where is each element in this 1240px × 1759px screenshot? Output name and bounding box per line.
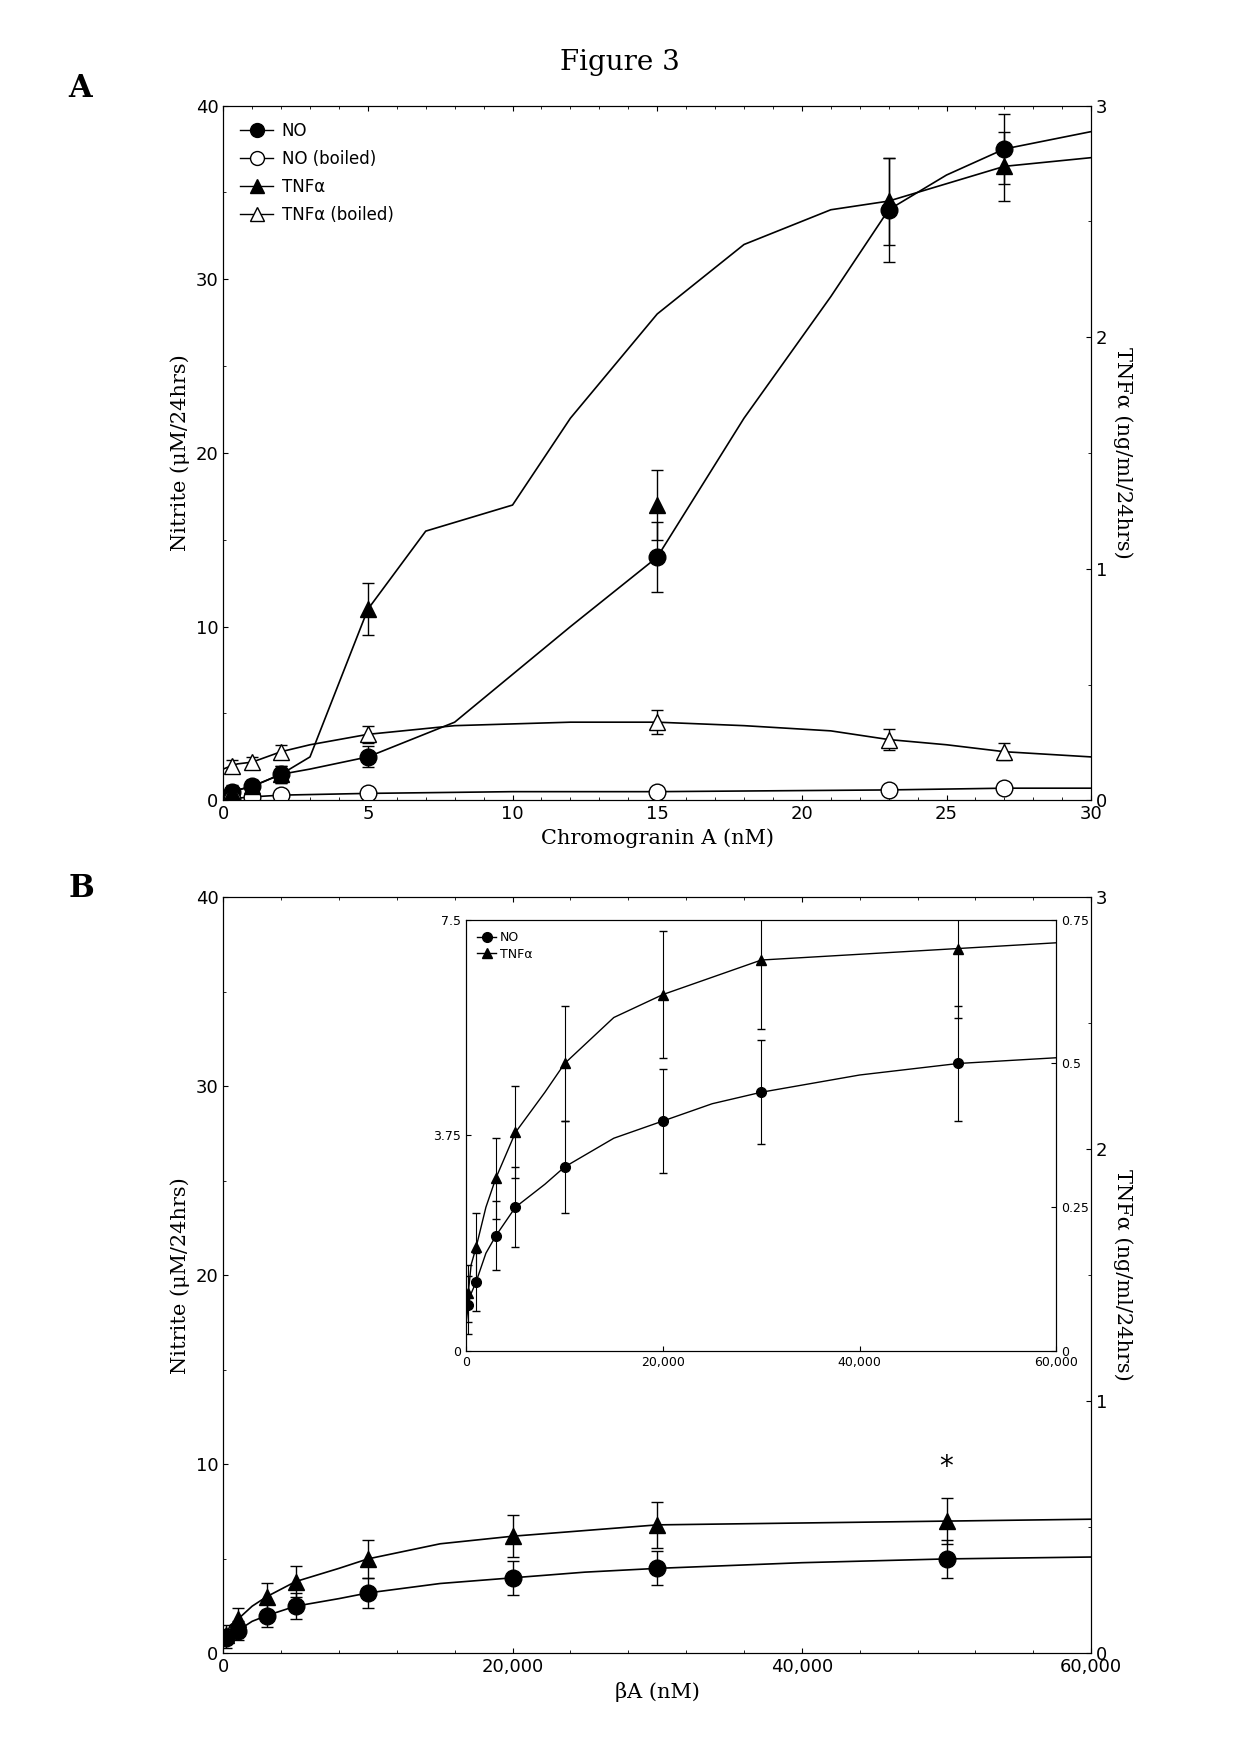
- Legend: NO, TNFα: NO, TNFα: [472, 925, 537, 966]
- Text: A: A: [68, 72, 92, 104]
- Y-axis label: TNFα (ng/ml/24hrs): TNFα (ng/ml/24hrs): [1112, 1170, 1132, 1381]
- Text: *: *: [940, 1453, 954, 1481]
- Legend: NO, NO (boiled), TNFα, TNFα (boiled): NO, NO (boiled), TNFα, TNFα (boiled): [232, 114, 402, 232]
- Y-axis label: Nitrite (μM/24hrs): Nitrite (μM/24hrs): [170, 355, 190, 551]
- Y-axis label: TNFα (ng/ml/24hrs): TNFα (ng/ml/24hrs): [1112, 347, 1132, 559]
- Text: Figure 3: Figure 3: [560, 49, 680, 76]
- Text: B: B: [68, 872, 94, 904]
- X-axis label: βA (nM): βA (nM): [615, 1682, 699, 1703]
- Y-axis label: Nitrite (μM/24hrs): Nitrite (μM/24hrs): [170, 1177, 190, 1374]
- X-axis label: Chromogranin A (nM): Chromogranin A (nM): [541, 828, 774, 848]
